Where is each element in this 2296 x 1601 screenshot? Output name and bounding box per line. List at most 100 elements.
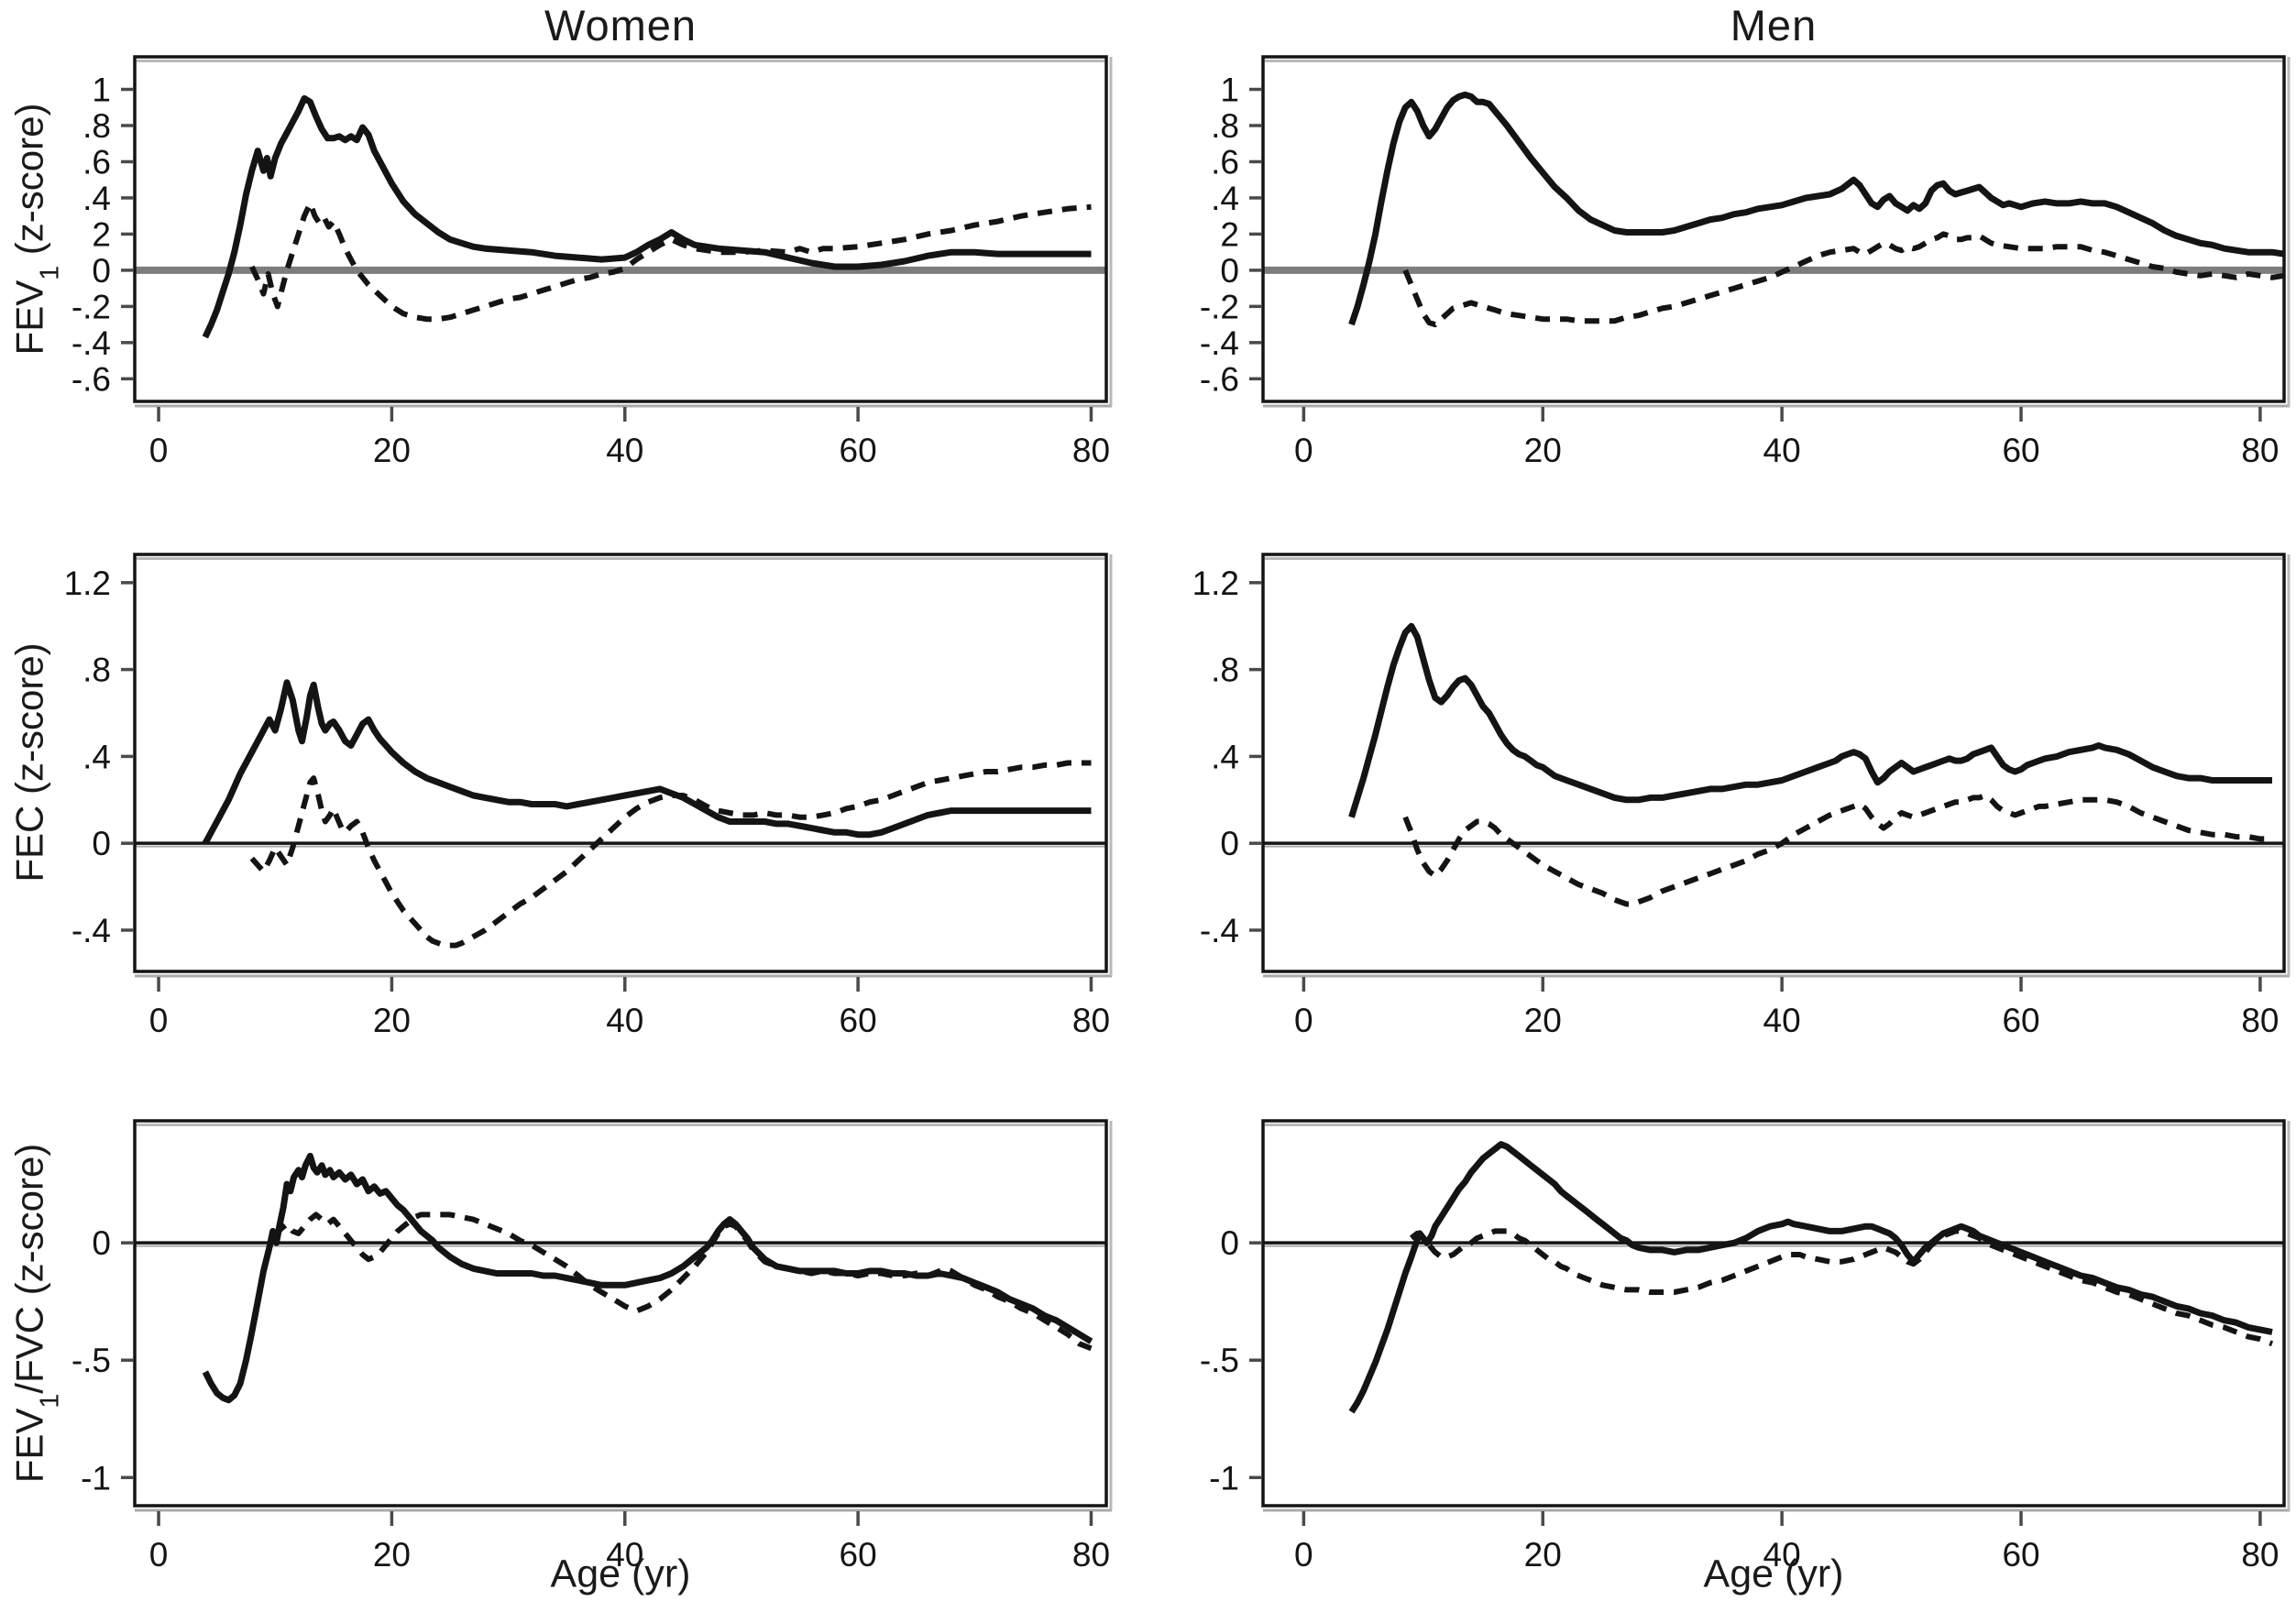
x-tick-label: 80 bbox=[1072, 1002, 1110, 1039]
panel-women-fev1: 1.8.6.420-.2-.4-.60 20 40 60 80 bbox=[71, 55, 1113, 469]
curve-solid-men-fec bbox=[1348, 622, 2272, 818]
x-tick-label: 60 bbox=[2002, 432, 2039, 469]
panel-men-fev1: 1.8.6.420-.2-.4-.60 20 40 60 80 bbox=[1200, 55, 2291, 469]
y-tick-label: 0 bbox=[92, 252, 111, 290]
plot-frame bbox=[133, 553, 1108, 973]
x-tick-label: 0 bbox=[1294, 1002, 1313, 1039]
y-tick-label: -.4 bbox=[71, 912, 111, 949]
ylabel-fev1-post: (z-score) bbox=[7, 103, 51, 266]
x-tick-label: 40 bbox=[1763, 1002, 1801, 1039]
panel-men-fec: 1.2 .8 .4 0 -.4 0 20 40 60 80 bbox=[1192, 553, 2291, 1039]
y-tick-label: 1.2 bbox=[1192, 565, 1239, 602]
plot-area bbox=[135, 57, 1106, 401]
curve-dashed-men-ratio bbox=[1409, 1228, 2274, 1347]
y-tick-label: 0 bbox=[92, 1224, 111, 1262]
y-tick-label: -.6 bbox=[71, 360, 111, 398]
x-tick-label: 40 bbox=[1763, 1536, 1801, 1574]
plot-frame bbox=[133, 55, 1108, 403]
x-tick-label: 0 bbox=[1294, 1536, 1313, 1574]
plot-frame bbox=[1261, 1119, 2286, 1508]
x-tick-label: 0 bbox=[149, 432, 169, 469]
y-tick-label: -.5 bbox=[1200, 1342, 1239, 1379]
ylabel-fev1-fvc-post: /FVC (z-score) bbox=[7, 1143, 51, 1394]
x-tick-label: 20 bbox=[1524, 432, 1562, 469]
y-tick-label: 1 bbox=[92, 71, 111, 109]
y-tick-label: -.4 bbox=[1200, 324, 1239, 362]
y-tick-label: -.2 bbox=[71, 288, 111, 325]
x-tick-label: 60 bbox=[840, 1002, 877, 1039]
x-tick-label: 60 bbox=[2002, 1536, 2039, 1574]
x-tick-label: 80 bbox=[2241, 432, 2279, 469]
y-tick-label: .8 bbox=[82, 652, 111, 689]
y-tick-label: -1 bbox=[1209, 1459, 1239, 1497]
curve-dashed-women-ratio bbox=[272, 1212, 1093, 1352]
ylabel-fev1-fvc-pre: FEV bbox=[7, 1408, 51, 1484]
ylabel-fev1: FEV1 (z-score) bbox=[7, 103, 64, 356]
curve-solid-men-ratio bbox=[1348, 1141, 2273, 1414]
x-tick-label: 40 bbox=[606, 1002, 643, 1039]
x-tick-label: 20 bbox=[1524, 1002, 1562, 1039]
y-tick-label: -.5 bbox=[71, 1342, 111, 1379]
y-tick-label: -1 bbox=[81, 1459, 111, 1497]
panel-women-fec: 1.2 .8 .4 0 -.4 0 20 40 60 80 bbox=[64, 553, 1113, 1039]
x-tick-label: 80 bbox=[2241, 1002, 2279, 1039]
y-tick-label: -.2 bbox=[1200, 288, 1239, 325]
y-tick-label: 0 bbox=[1220, 252, 1239, 290]
x-tick-label: 40 bbox=[1763, 432, 1801, 469]
y-tick-label: -.4 bbox=[1200, 912, 1239, 949]
y-tick-label: -.4 bbox=[71, 324, 111, 362]
y-tick-label: 2 bbox=[92, 215, 111, 253]
y-tick-label: .4 bbox=[1211, 180, 1239, 217]
ylabel-fev1-sub: 1 bbox=[35, 265, 65, 280]
y-tick-label: .6 bbox=[1211, 143, 1239, 181]
ylabel-fec: FEC (z-score) bbox=[7, 642, 58, 882]
y-tick-label: 0 bbox=[92, 825, 111, 862]
y-tick-label: 2 bbox=[1220, 215, 1239, 253]
y-tick-label: .6 bbox=[82, 143, 111, 181]
plot-frame bbox=[1261, 55, 2286, 403]
x-tick-label: 40 bbox=[606, 1536, 643, 1574]
x-tick-label: 0 bbox=[149, 1002, 169, 1039]
plot-area bbox=[1263, 554, 2284, 971]
x-tick-label: 20 bbox=[373, 1536, 411, 1574]
panel-men-ratio: 0 -.5 -1 0 20 40 60 80 bbox=[1200, 1119, 2291, 1574]
ylabel-fec-post: (z-score) bbox=[7, 642, 51, 806]
plot-area bbox=[135, 1121, 1106, 1506]
plot-area bbox=[135, 554, 1106, 971]
curve-solid-men-fev1 bbox=[1348, 91, 2285, 326]
x-tick-label: 20 bbox=[1524, 1536, 1562, 1574]
plot-area bbox=[1263, 57, 2284, 401]
x-tick-label: 20 bbox=[373, 432, 411, 469]
y-tick-label: 1 bbox=[1220, 71, 1239, 109]
y-tick-label: 0 bbox=[1220, 825, 1239, 862]
plot-frame bbox=[1261, 553, 2286, 973]
xaxis-title-men: Age (yr) bbox=[1703, 1552, 1844, 1596]
x-tick-label: 80 bbox=[2241, 1536, 2279, 1574]
xaxis-title-women: Age (yr) bbox=[550, 1552, 691, 1596]
x-tick-label: 80 bbox=[1072, 1536, 1110, 1574]
x-tick-label: 60 bbox=[2002, 1002, 2039, 1039]
curve-solid-women-fec bbox=[202, 679, 1092, 845]
y-tick-label: .4 bbox=[1211, 738, 1239, 775]
plot-area bbox=[1263, 1121, 2284, 1506]
y-tick-label: 1.2 bbox=[64, 565, 111, 602]
curve-dashed-women-fev1 bbox=[249, 200, 1092, 323]
x-tick-label: 60 bbox=[840, 432, 877, 469]
x-tick-label: 80 bbox=[1072, 432, 1110, 469]
y-tick-label: .4 bbox=[82, 738, 111, 775]
y-tick-label: .4 bbox=[82, 180, 111, 217]
curve-dashed-men-fev1 bbox=[1402, 231, 2285, 328]
ylabel-fev1-fvc-sub: 1 bbox=[35, 1393, 65, 1409]
ylabel-fec-pre: FEC bbox=[7, 805, 51, 883]
ylabel-fev1-fvc: FEV1/FVC (z-score) bbox=[7, 1143, 64, 1484]
y-tick-label: .8 bbox=[82, 107, 111, 145]
y-tick-label: -.6 bbox=[1200, 360, 1239, 398]
x-tick-label: 60 bbox=[840, 1536, 877, 1574]
panel-women-ratio: 0 -.5 -1 0 20 40 60 80 bbox=[71, 1119, 1113, 1574]
ylabel-fev1-pre: FEV bbox=[7, 280, 51, 356]
x-tick-label: 0 bbox=[1294, 432, 1313, 469]
y-tick-label: 0 bbox=[1220, 1224, 1239, 1262]
y-tick-label: .8 bbox=[1211, 652, 1239, 689]
